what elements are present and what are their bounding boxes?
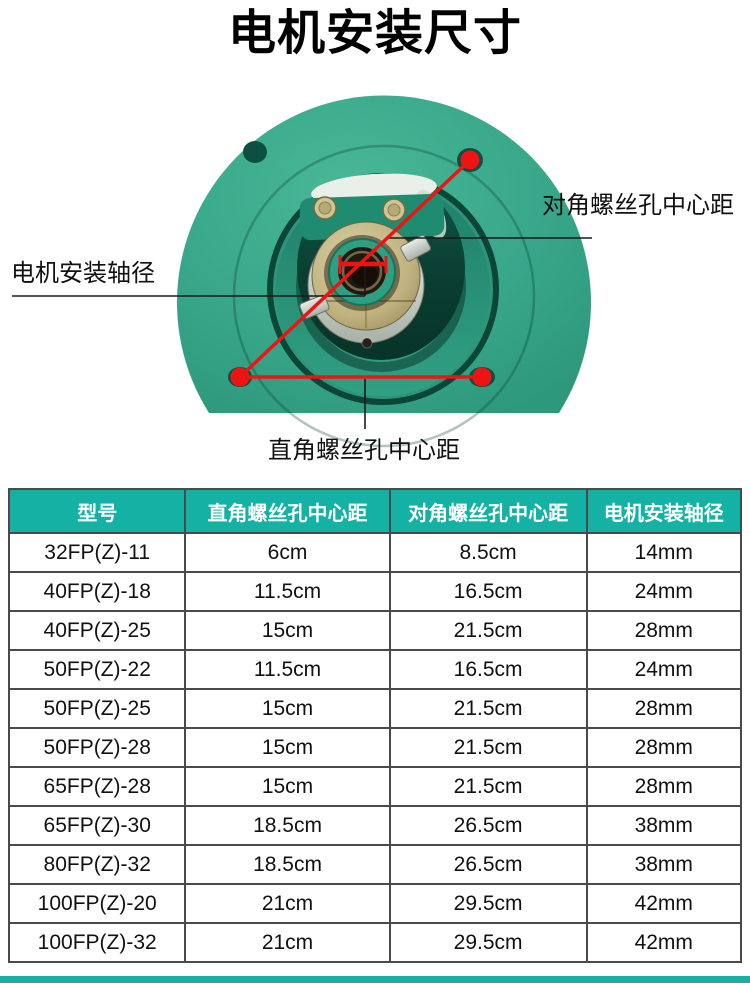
motor-flange-figure: 对角螺丝孔中心距 电机安装轴径 直角螺丝孔中心距: [0, 0, 750, 488]
model-cell: 100FP(Z)-20: [7, 883, 187, 924]
header-diagonal-distance: 对角螺丝孔中心距: [388, 488, 588, 534]
diagonal-distance-cell: 16.5cm: [388, 649, 588, 690]
chrome-cylinder-right: [400, 234, 432, 262]
table-row: 32FP(Z)-11 6cm 8.5cm 14mm: [7, 532, 743, 573]
flange-illustration: [12, 95, 592, 448]
red-annotations: [230, 150, 492, 387]
shaft-diameter-cell: 38mm: [585, 805, 743, 846]
rightangle-distance-cell: 18.5cm: [184, 844, 391, 885]
rightangle-distance-cell: 15cm: [184, 688, 391, 729]
dimensions-table-body: 32FP(Z)-11 6cm 8.5cm 14mm 40FP(Z)-18 11.5cm 16…: [7, 532, 743, 963]
dimensions-table: 型号 直角螺丝孔中心距 对角螺丝孔中心距 电机安装轴径 32FP(Z)-11 6c…: [7, 488, 743, 963]
diagonal-distance-cell: 8.5cm: [388, 532, 588, 573]
shaft-diameter-cell: 24mm: [585, 571, 743, 612]
diagonal-distance-cell: 21.5cm: [388, 766, 588, 807]
diagonal-distance-cell: 21.5cm: [388, 727, 588, 768]
model-cell: 65FP(Z)-30: [7, 805, 187, 846]
page-title: 电机安装尺寸: [227, 7, 522, 60]
bolt-marker-bottom-left: [230, 367, 250, 387]
table-row: 100FP(Z)-32 21cm 29.5cm 42mm: [7, 922, 743, 963]
rightangle-distance-cell: 18.5cm: [184, 805, 391, 846]
label-motor-shaft-diameter: 电机安装轴径: [11, 260, 155, 287]
model-cell: 40FP(Z)-25: [7, 610, 187, 651]
rightangle-distance-cell: 6cm: [184, 532, 391, 573]
hub-screw: [361, 337, 373, 349]
hex-bolt-left: [313, 196, 337, 220]
leader-lines: [12, 237, 592, 429]
model-cell: 50FP(Z)-25: [7, 688, 187, 729]
bore-sleeve-ring: [341, 250, 383, 292]
model-cell: 65FP(Z)-28: [7, 766, 187, 807]
label-diagonal-hole-distance: 对角螺丝孔中心距: [542, 192, 734, 219]
model-cell: 100FP(Z)-32: [7, 922, 187, 963]
table-row: 65FP(Z)-28 15cm 21.5cm 28mm: [7, 766, 743, 807]
table-row: 65FP(Z)-30 18.5cm 26.5cm 38mm: [7, 805, 743, 846]
shaft-diameter-cell: 14mm: [585, 532, 743, 573]
rightangle-distance-cell: 11.5cm: [184, 649, 391, 690]
shaft-diameter-cell: 28mm: [585, 688, 743, 729]
shaft-diameter-cell: 24mm: [585, 649, 743, 690]
diagonal-distance-cell: 26.5cm: [388, 805, 588, 846]
rightangle-distance-cell: 15cm: [184, 766, 391, 807]
bolt-hole-top-left: [243, 141, 267, 163]
shaft-diameter-cell: 28mm: [585, 610, 743, 651]
shaft-diameter-cell: 42mm: [585, 922, 743, 963]
bolt-marker-bottom-right: [472, 367, 492, 387]
table-row: 40FP(Z)-18 11.5cm 16.5cm 24mm: [7, 571, 743, 612]
shaft-diameter-cell: 38mm: [585, 844, 743, 885]
shaft-diameter-cell: 28mm: [585, 766, 743, 807]
diagonal-distance-cell: 29.5cm: [388, 883, 588, 924]
model-cell: 80FP(Z)-32: [7, 844, 187, 885]
model-cell: 40FP(Z)-18: [7, 571, 187, 612]
header-shaft-diameter: 电机安装轴径: [585, 488, 743, 534]
table-row: 40FP(Z)-25 15cm 21.5cm 28mm: [7, 610, 743, 651]
diagonal-distance-cell: 21.5cm: [388, 688, 588, 729]
bottom-accent-bar: [0, 976, 750, 983]
rightangle-distance-cell: 21cm: [184, 883, 391, 924]
shaft-diameter-cell: 42mm: [585, 883, 743, 924]
rightangle-distance-cell: 21cm: [184, 922, 391, 963]
hex-bolt-right: [382, 198, 406, 222]
model-cell: 32FP(Z)-11: [7, 532, 187, 573]
bolt-marker-top-right: [460, 150, 480, 170]
diagonal-distance-cell: 29.5cm: [388, 922, 588, 963]
rightangle-distance-cell: 11.5cm: [184, 571, 391, 612]
table-header-row: 型号 直角螺丝孔中心距 对角螺丝孔中心距 电机安装轴径: [7, 488, 743, 534]
header-model: 型号: [7, 488, 187, 534]
diagonal-distance-cell: 21.5cm: [388, 610, 588, 651]
table-row: 80FP(Z)-32 18.5cm 26.5cm 38mm: [7, 844, 743, 885]
table-row: 50FP(Z)-25 15cm 21.5cm 28mm: [7, 688, 743, 729]
diagonal-distance-cell: 16.5cm: [388, 571, 588, 612]
rightangle-distance-cell: 15cm: [184, 727, 391, 768]
table-row: 50FP(Z)-22 11.5cm 16.5cm 24mm: [7, 649, 743, 690]
shaft-diameter-cell: 28mm: [585, 727, 743, 768]
model-cell: 50FP(Z)-28: [7, 727, 187, 768]
diagonal-distance-cell: 26.5cm: [388, 844, 588, 885]
header-rightangle-distance: 直角螺丝孔中心距: [184, 488, 391, 534]
rightangle-distance-cell: 15cm: [184, 610, 391, 651]
table-row: 50FP(Z)-28 15cm 21.5cm 28mm: [7, 727, 743, 768]
label-rightangle-hole-distance: 直角螺丝孔中心距: [268, 437, 460, 464]
model-cell: 50FP(Z)-22: [7, 649, 187, 690]
diagonal-dimension-line: [238, 158, 472, 379]
table-row: 100FP(Z)-20 21cm 29.5cm 42mm: [7, 883, 743, 924]
